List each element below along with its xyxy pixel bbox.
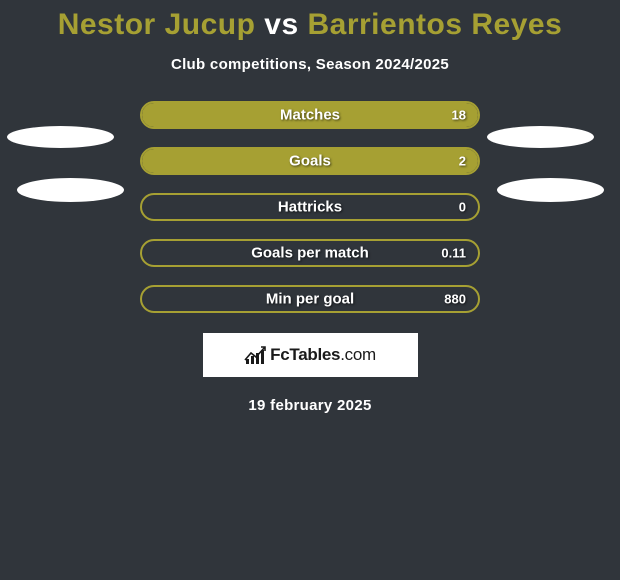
stat-value: 0 bbox=[459, 200, 466, 215]
stat-value: 2 bbox=[459, 154, 466, 169]
player2-name: Barrientos Reyes bbox=[307, 8, 562, 41]
stat-label: Goals per match bbox=[251, 245, 369, 262]
page-title: Nestor Jucup vs Barrientos Reyes bbox=[58, 8, 563, 42]
decorative-ellipse bbox=[487, 126, 594, 148]
logo-box: FcTables.com bbox=[203, 333, 418, 377]
stat-row: Min per goal 880 bbox=[140, 285, 480, 313]
logo-text-main: FcTables bbox=[270, 345, 340, 364]
stat-value: 880 bbox=[444, 292, 466, 307]
stat-row: Matches 18 bbox=[140, 101, 480, 129]
date-text: 19 february 2025 bbox=[248, 397, 371, 414]
vs-text: vs bbox=[264, 8, 298, 41]
subtitle: Club competitions, Season 2024/2025 bbox=[171, 56, 449, 73]
stat-label: Hattricks bbox=[278, 199, 342, 216]
stat-row: Goals per match 0.11 bbox=[140, 239, 480, 267]
stat-row: Goals 2 bbox=[140, 147, 480, 175]
decorative-ellipse bbox=[497, 178, 604, 202]
player1-name: Nestor Jucup bbox=[58, 8, 256, 41]
decorative-ellipse bbox=[7, 126, 114, 148]
stat-value: 0.11 bbox=[441, 246, 466, 261]
stat-label: Min per goal bbox=[266, 291, 354, 308]
infographic-container: Nestor Jucup vs Barrientos Reyes Club co… bbox=[0, 0, 620, 414]
logo-text: FcTables.com bbox=[270, 345, 376, 365]
stat-value: 18 bbox=[452, 108, 466, 123]
stat-label: Matches bbox=[280, 107, 340, 124]
decorative-ellipse bbox=[17, 178, 124, 202]
logo-chart-icon bbox=[244, 346, 266, 364]
stat-row: Hattricks 0 bbox=[140, 193, 480, 221]
stat-label: Goals bbox=[289, 153, 331, 170]
logo-text-suffix: .com bbox=[340, 345, 376, 364]
